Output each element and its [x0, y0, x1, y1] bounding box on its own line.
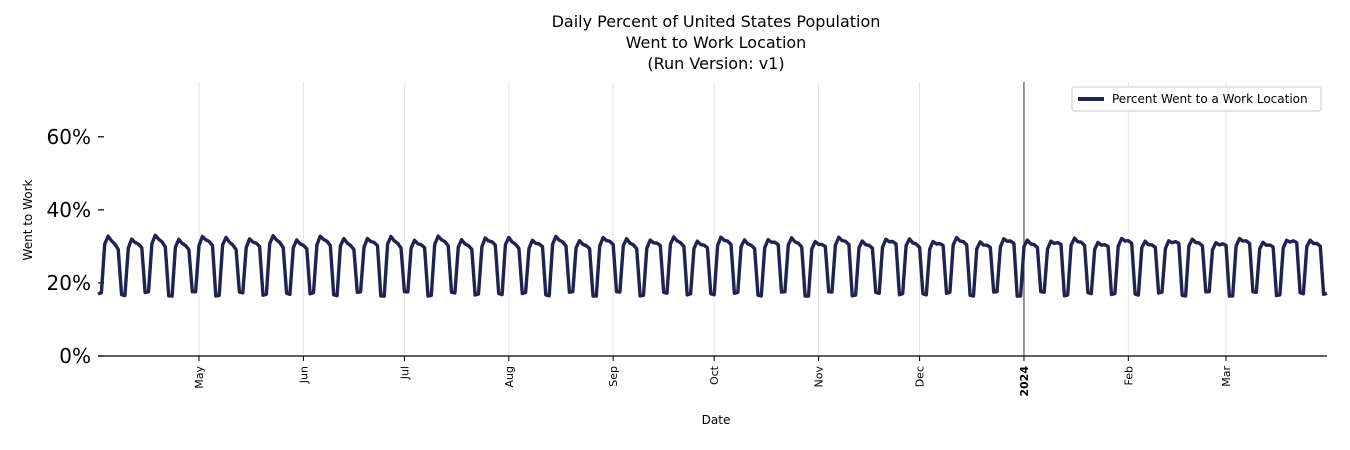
chart-title: Daily Percent of United States Populatio…: [552, 12, 881, 73]
grid-lines: [198, 82, 1227, 356]
x-axis-label: Date: [702, 413, 731, 427]
series-line-percent-went-to-work: [97, 233, 1328, 298]
y-tick-label-2: 40%: [47, 198, 91, 222]
y-tick-label-0: 0%: [59, 344, 91, 368]
legend: Percent Went to a Work Location: [1071, 86, 1322, 112]
x-tick-label-1: Jun: [297, 366, 310, 384]
x-tick-label-9: Feb: [1122, 366, 1135, 385]
x-ticks: May Jun Jul Aug Sep Oct Nov Dec 2024 Feb Mar: [193, 356, 1233, 397]
x-tick-label-10: Mar: [1220, 366, 1233, 387]
x-tick-label-8: 2024: [1018, 366, 1031, 397]
chart-title-line-2: Went to Work Location: [626, 33, 807, 52]
y-tick-label-3: 60%: [47, 125, 91, 149]
legend-box: [1071, 86, 1322, 112]
x-tick-label-3: Aug: [503, 366, 516, 387]
chart-title-line-1: Daily Percent of United States Populatio…: [552, 12, 881, 31]
y-tick-label-1: 20%: [47, 271, 91, 295]
y-axis-label: Went to Work: [21, 179, 35, 260]
chart-title-line-3: (Run Version: v1): [647, 54, 784, 73]
x-tick-label-5: Oct: [708, 365, 721, 385]
x-tick-label-0: May: [193, 366, 206, 389]
legend-label: Percent Went to a Work Location: [1112, 92, 1308, 106]
x-tick-label-7: Dec: [914, 366, 927, 387]
x-tick-label-2: Jul: [398, 366, 411, 380]
series-group: [97, 233, 1328, 298]
x-tick-label-6: Nov: [813, 366, 826, 388]
y-ticks: 0% 20% 40% 60%: [47, 125, 104, 368]
x-tick-label-4: Sep: [607, 366, 620, 387]
